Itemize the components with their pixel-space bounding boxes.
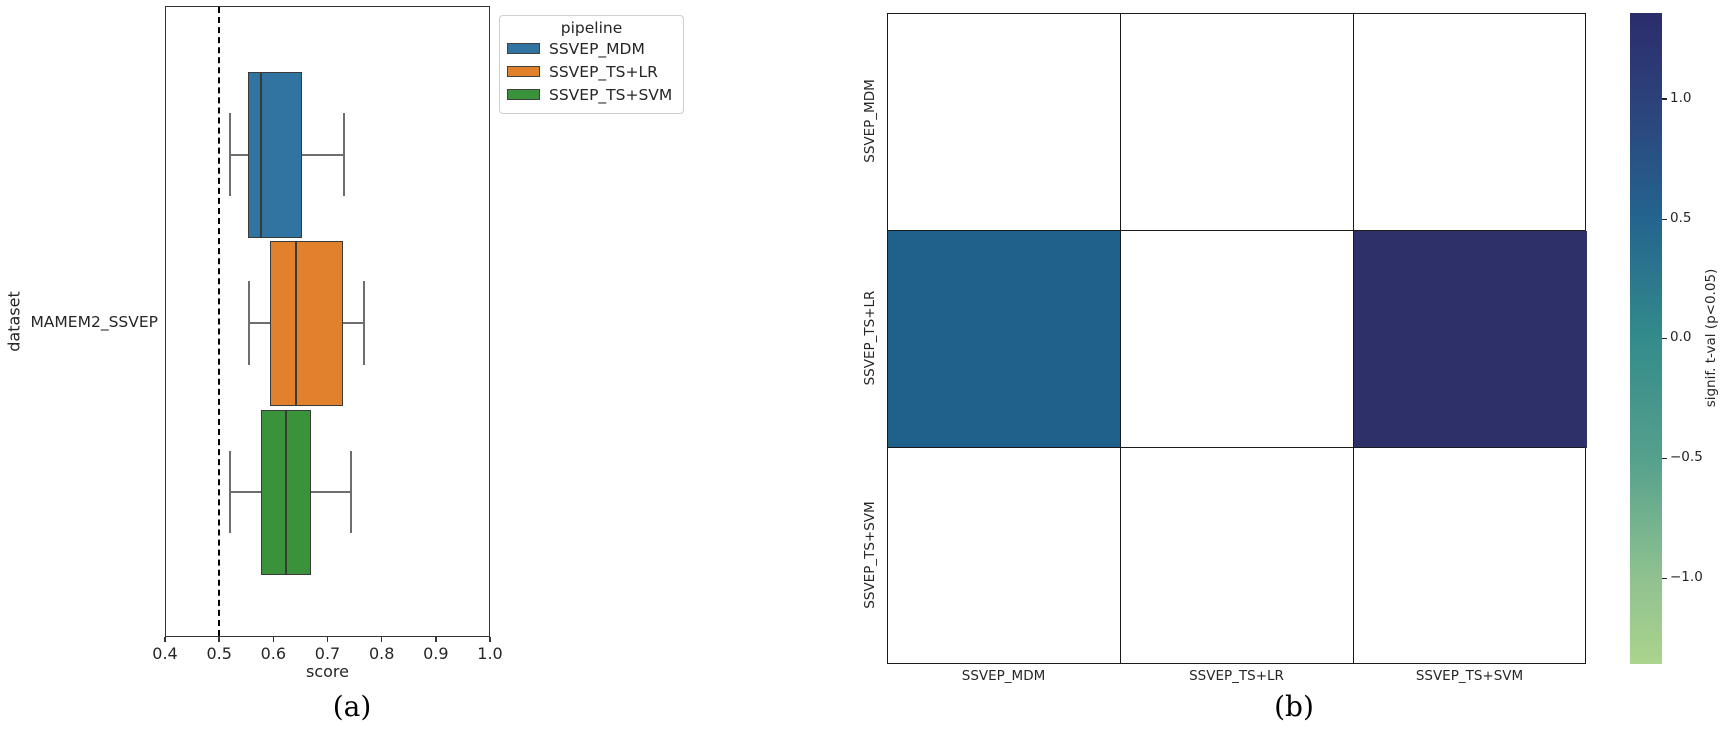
legend-entry: SSVEP_TS+LR <box>500 60 683 83</box>
whisker-line <box>343 322 364 324</box>
colorbar-tick-mark <box>1662 457 1667 459</box>
boxplot-axes <box>165 6 490 637</box>
colorbar-tick-label: 0.5 <box>1670 210 1692 226</box>
whisker-cap <box>248 281 250 365</box>
heatmap-col-label: SSVEP_TS+SVM <box>1415 668 1524 684</box>
box-ssvep-ts-svm <box>261 410 311 575</box>
heatmap-col-label: SSVEP_TS+LR <box>1189 668 1284 684</box>
heatmap-row-label: SSVEP_MDM <box>862 79 878 163</box>
legend-swatch-green <box>507 89 540 100</box>
whisker-cap <box>363 281 365 365</box>
legend-swatch-orange <box>507 66 540 77</box>
box-ssvep-mdm <box>248 72 302 238</box>
colorbar <box>1630 13 1662 664</box>
heatmap-row-label: SSVEP_TS+SVM <box>862 501 878 609</box>
legend-label: SSVEP_MDM <box>549 39 645 58</box>
whisker-line <box>311 491 351 493</box>
heatmap-cell-tslr-vs-mdm <box>888 231 1121 448</box>
x-tick-mark <box>272 637 275 642</box>
colorbar-tick-mark <box>1662 577 1667 579</box>
whisker-line <box>302 154 344 156</box>
legend: pipeline SSVEP_MDM SSVEP_TS+LR SSVEP_TS+… <box>499 15 684 114</box>
colorbar-tick-label: −0.5 <box>1670 449 1703 465</box>
median-line <box>285 411 287 574</box>
x-tick-label: 0.4 <box>152 644 178 663</box>
whisker-cap <box>229 451 231 533</box>
grid-line <box>1120 14 1122 663</box>
colorbar-tick-mark <box>1662 337 1667 339</box>
caption-a: (a) <box>332 690 372 723</box>
colorbar-tick-label: −1.0 <box>1670 569 1703 585</box>
legend-label: SSVEP_TS+SVM <box>549 85 673 104</box>
legend-swatch-blue <box>507 43 540 54</box>
median-line <box>260 73 262 237</box>
y-tick-label-dataset: MAMEM2_SSVEP <box>30 313 158 331</box>
colorbar-tick-mark <box>1662 218 1667 220</box>
whisker-line <box>249 322 270 324</box>
x-tick-mark <box>380 637 383 642</box>
whisker-cap <box>350 451 352 533</box>
x-tick-mark <box>489 637 491 642</box>
x-tick-mark <box>326 637 329 642</box>
colorbar-tick-label: 0.0 <box>1670 329 1692 345</box>
legend-title: pipeline <box>560 19 623 37</box>
x-tick-mark <box>218 637 220 642</box>
x-tick-label: 0.8 <box>368 644 395 663</box>
heatmap-col-label: SSVEP_MDM <box>961 668 1046 684</box>
whisker-cap <box>229 113 231 196</box>
grid-line <box>888 447 1585 449</box>
legend-label: SSVEP_TS+LR <box>549 62 658 81</box>
x-tick-mark <box>164 637 166 642</box>
legend-entry: SSVEP_TS+SVM <box>500 83 683 106</box>
x-axis-label: score <box>306 662 349 681</box>
box-ssvep-ts-lr <box>270 241 343 406</box>
colorbar-tick-mark <box>1662 98 1667 100</box>
chance-level-dashed-line <box>218 7 220 636</box>
heatmap-row-label: SSVEP_TS+LR <box>862 290 878 386</box>
grid-line <box>888 230 1585 232</box>
whisker-cap <box>343 113 345 196</box>
grid-line <box>1353 14 1355 663</box>
legend-entry: SSVEP_MDM <box>500 37 683 60</box>
x-tick-mark <box>435 637 437 642</box>
whisker-line <box>230 154 248 156</box>
caption-b: (b) <box>1274 690 1314 723</box>
colorbar-axis-label: signif. t-val (p<0.05) <box>1703 268 1719 408</box>
heatmap-cell-tslr-vs-tssvm <box>1354 231 1587 448</box>
colorbar-tick-label: 1.0 <box>1670 90 1692 106</box>
x-tick-label: 0.5 <box>206 644 232 663</box>
whisker-line <box>230 491 261 493</box>
median-line <box>295 242 297 405</box>
x-tick-label: 0.6 <box>260 644 287 663</box>
x-tick-label: 1.0 <box>477 644 503 663</box>
x-tick-label: 0.7 <box>314 644 341 663</box>
heatmap-axes <box>887 13 1587 664</box>
x-tick-label: 0.9 <box>423 644 449 663</box>
